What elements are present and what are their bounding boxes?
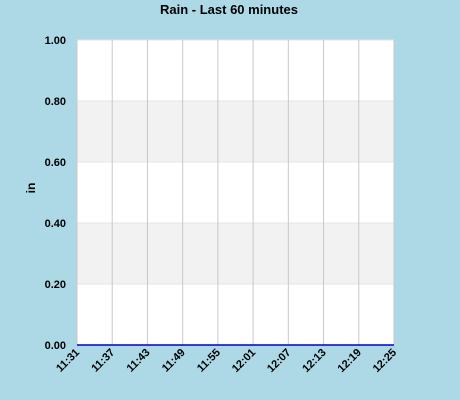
y-tick-label: 0.60 [45, 157, 66, 169]
x-tick-label: 11:55 [195, 347, 223, 375]
x-tick-label: 11:37 [89, 347, 117, 375]
y-tick-label: 0.00 [45, 340, 66, 352]
y-tick-label: 0.40 [45, 218, 66, 230]
chart-title: Rain - Last 60 minutes [160, 2, 298, 17]
x-tick-label: 11:49 [160, 347, 188, 375]
x-tick-label: 12:07 [265, 347, 293, 375]
x-tick-label: 12:13 [300, 347, 328, 375]
x-tick-label: 12:01 [230, 347, 258, 375]
y-tick-label: 1.00 [45, 35, 66, 47]
grid-band [77, 101, 394, 162]
y-axis-label: in [24, 183, 38, 194]
y-tick-label: 0.20 [45, 279, 66, 291]
x-tick-label: 12:25 [371, 347, 399, 375]
x-tick-label: 12:19 [336, 347, 364, 375]
y-tick-label: 0.80 [45, 96, 66, 108]
plot-background [77, 40, 394, 345]
grid-band [77, 223, 394, 284]
x-tick-label: 11:43 [125, 347, 153, 375]
